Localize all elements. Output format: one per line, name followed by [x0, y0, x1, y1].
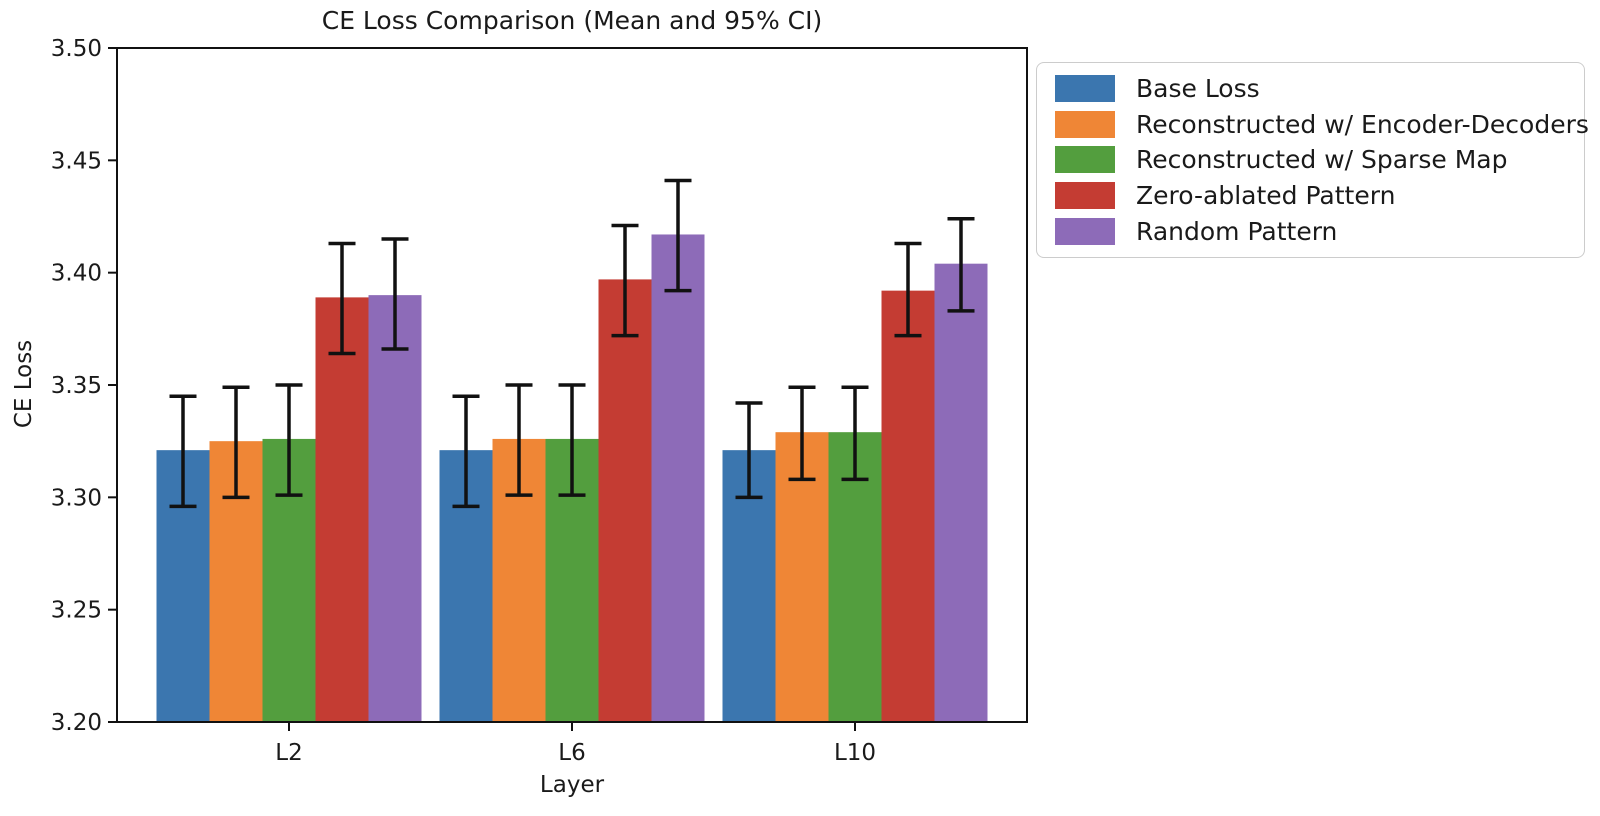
error-bar-base-loss-l2 — [169, 394, 197, 509]
x-tick-label: L6 — [558, 740, 585, 766]
legend: Base Loss Reconstructed w/ Encoder-Decode… — [1036, 62, 1589, 258]
y-tick-label: 3.40 — [51, 261, 102, 287]
error-bar-random-pattern-l2 — [381, 237, 409, 351]
legend-item-base-loss: Base Loss — [1055, 74, 1574, 103]
bar-zero-ablated-pattern-l2 — [315, 297, 369, 722]
legend-swatch — [1055, 110, 1115, 138]
legend-item-random-pattern: Random Pattern — [1055, 217, 1574, 246]
y-tick-label: 3.20 — [51, 710, 102, 736]
y-tick-label: 3.45 — [51, 148, 102, 174]
bar-random-pattern-l10 — [934, 263, 988, 722]
error-bar-random-pattern-l10 — [947, 216, 975, 313]
legend-label: Reconstructed w/ Sparse Map — [1136, 145, 1508, 175]
legend-swatch — [1055, 182, 1115, 210]
legend-label: Random Pattern — [1136, 216, 1338, 246]
x-tick-label: L10 — [834, 740, 876, 766]
legend-swatch — [1055, 146, 1115, 174]
legend-label: Zero-ablated Pattern — [1136, 181, 1396, 211]
error-bar-reconstructed-w-encoder-decoders-l2 — [222, 385, 250, 500]
error-bar-zero-ablated-pattern-l6 — [611, 223, 639, 338]
chart-title: CE Loss Comparison (Mean and 95% CI) — [321, 6, 823, 35]
bar-zero-ablated-pattern-l6 — [598, 279, 652, 722]
x-axis-label: Layer — [539, 772, 605, 798]
bar-random-pattern-l2 — [368, 295, 422, 722]
y-tick-label: 3.30 — [51, 485, 102, 511]
legend-item-reconstructed-w-encoder-decoders: Reconstructed w/ Encoder-Decoders — [1055, 110, 1589, 139]
error-bar-reconstructed-w-sparse-map-l6 — [558, 383, 586, 497]
legend-item-zero-ablated-pattern: Zero-ablated Pattern — [1055, 181, 1574, 210]
error-bar-reconstructed-w-sparse-map-l2 — [275, 383, 303, 497]
error-bar-reconstructed-w-sparse-map-l10 — [841, 385, 869, 482]
bar-random-pattern-l6 — [651, 234, 705, 722]
error-bar-base-loss-l6 — [452, 394, 480, 509]
bar-zero-ablated-pattern-l10 — [881, 290, 935, 722]
legend-swatch — [1055, 217, 1115, 245]
legend-label: Base Loss — [1136, 74, 1260, 104]
error-bar-random-pattern-l6 — [664, 178, 692, 293]
y-tick-label: 3.50 — [51, 36, 102, 62]
x-tick-label: L2 — [275, 740, 302, 766]
error-bar-reconstructed-w-encoder-decoders-l6 — [505, 383, 533, 497]
error-bar-reconstructed-w-encoder-decoders-l10 — [788, 385, 816, 482]
legend-label: Reconstructed w/ Encoder-Decoders — [1136, 109, 1589, 139]
y-tick-label: 3.35 — [51, 373, 102, 399]
error-bar-zero-ablated-pattern-l10 — [894, 241, 922, 338]
y-tick-label: 3.25 — [51, 598, 102, 624]
error-bar-zero-ablated-pattern-l2 — [328, 241, 356, 356]
legend-item-reconstructed-w-sparse-map: Reconstructed w/ Sparse Map — [1055, 145, 1574, 174]
legend-swatch — [1055, 75, 1115, 103]
error-bar-base-loss-l10 — [735, 401, 763, 500]
